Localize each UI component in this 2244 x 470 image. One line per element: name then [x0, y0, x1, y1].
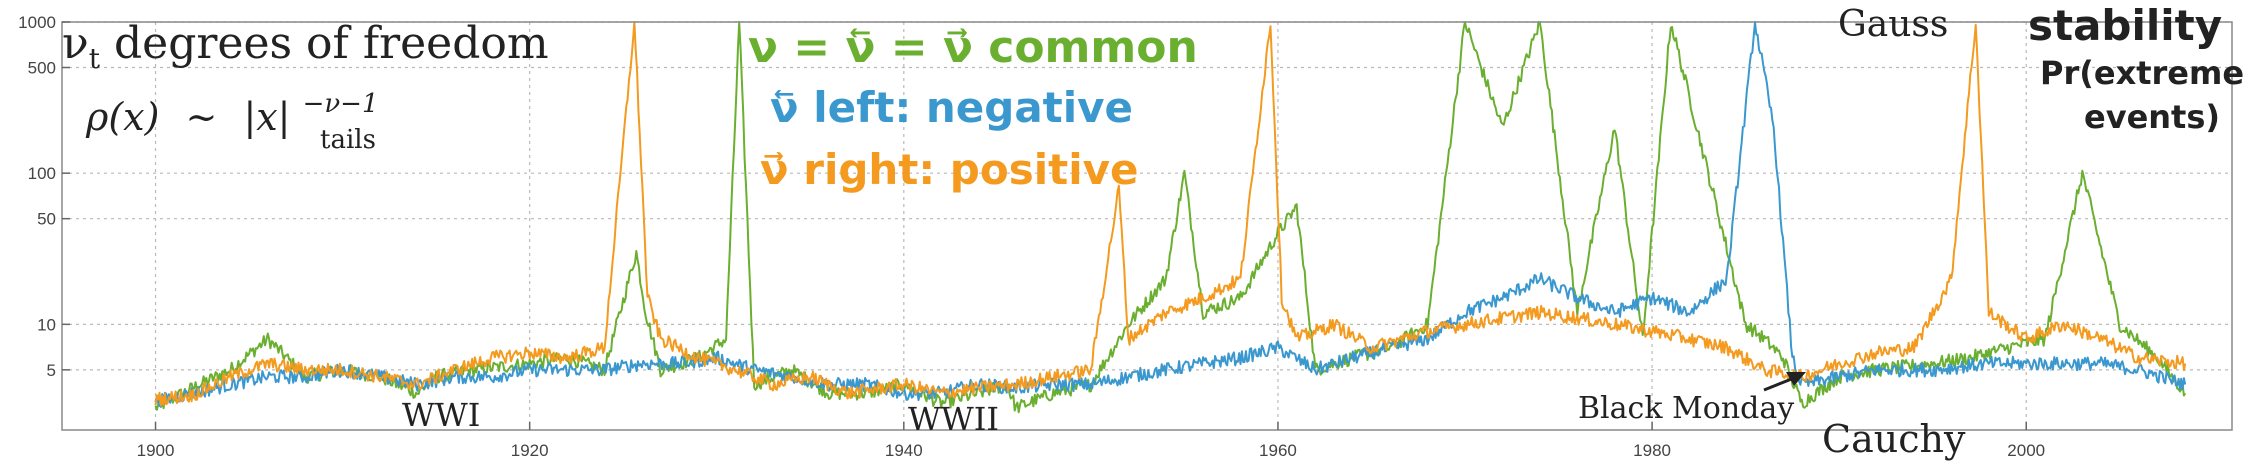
formula-annotation: ρ(x) ∼ |x| −ν−1: [85, 89, 379, 139]
black-monday-arrow: [1763, 372, 1806, 392]
series-line-right: [154, 21, 2187, 407]
cauchy-label: Cauchy: [1822, 417, 1966, 461]
x-tick-label: 1900: [137, 441, 175, 460]
legend-right: ν⃗ right: positive: [760, 145, 1138, 194]
axes: 1900 1920 1940 1960 1980 2000 5 10 50 100 500 1000: [18, 13, 2233, 460]
series-line-left: [154, 21, 2187, 408]
black-monday-label: Black Monday: [1578, 391, 1794, 426]
y-tick-label: 100: [28, 164, 56, 183]
y-tick-label: 1000: [18, 13, 56, 32]
title-annotation: νt degrees of freedom: [62, 18, 549, 75]
pr-extreme-label: Pr(extreme: [2040, 54, 2244, 92]
gauss-label: Gauss: [1838, 4, 1948, 45]
pr-events-label: events): [2084, 98, 2220, 136]
stability-label: stability: [2028, 1, 2222, 50]
x-tick-label: 1920: [511, 441, 549, 460]
x-tick-label: 2000: [2007, 441, 2045, 460]
y-tick-label: 50: [37, 210, 56, 229]
formula-subscript: tails: [320, 125, 376, 155]
x-tick-label: 1980: [1633, 441, 1671, 460]
y-tick-label: 10: [37, 315, 56, 334]
plot-frame: [61, 21, 2233, 431]
y-tick-label: 500: [28, 59, 56, 78]
x-tick-label: 1960: [1259, 441, 1297, 460]
series-group: [154, 21, 2187, 414]
legend-left: ν⃖ left: negative: [770, 83, 1133, 132]
legend-common: ν = ν⃖ = ν⃗ common: [748, 22, 1198, 73]
x-tick-label: 1940: [885, 441, 923, 460]
wwii-label: WWII: [908, 400, 999, 438]
y-tick-label: 5: [47, 361, 56, 380]
wwi-label: WWI: [402, 396, 480, 434]
